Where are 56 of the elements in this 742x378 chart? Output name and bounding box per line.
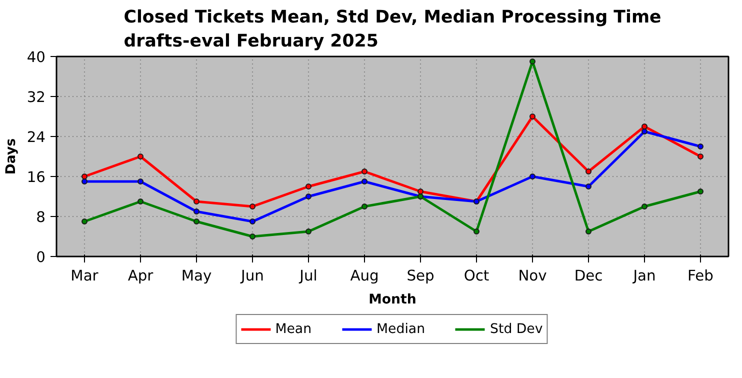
point bbox=[642, 128, 648, 134]
point bbox=[362, 204, 368, 210]
x-tick-label: Feb bbox=[688, 268, 714, 284]
y-axis-title: Days bbox=[4, 138, 19, 175]
point bbox=[530, 58, 536, 64]
point bbox=[82, 174, 88, 180]
point bbox=[362, 178, 368, 184]
y-tick-label: 16 bbox=[26, 169, 46, 186]
x-tick-label: Jul bbox=[298, 268, 318, 284]
point bbox=[586, 168, 592, 174]
legend-label: Std Dev bbox=[490, 322, 543, 336]
point bbox=[306, 184, 312, 190]
point bbox=[586, 184, 592, 190]
chart-title: Closed Tickets Mean, Std Dev, Median Processing Time drafts-eval February 2025 bbox=[124, 8, 662, 52]
x-tick-label: Jan bbox=[632, 268, 656, 284]
point bbox=[418, 188, 424, 194]
x-tick-label: Apr bbox=[128, 268, 154, 284]
x-axis-title: Month bbox=[368, 292, 416, 308]
x-tick-label: May bbox=[181, 268, 212, 284]
point bbox=[698, 144, 704, 150]
x-tick-label: Sep bbox=[406, 268, 434, 284]
point bbox=[642, 204, 648, 210]
point bbox=[250, 234, 256, 240]
point bbox=[194, 208, 200, 214]
y-tick-label: 40 bbox=[26, 49, 46, 66]
x-tick-label: Jun bbox=[240, 268, 264, 284]
y-tick-label: 0 bbox=[36, 249, 46, 266]
point bbox=[250, 218, 256, 224]
point bbox=[306, 228, 312, 234]
point bbox=[138, 178, 144, 184]
legend-label: Mean bbox=[275, 322, 312, 336]
point bbox=[698, 154, 704, 160]
point bbox=[530, 174, 536, 180]
point bbox=[138, 154, 144, 160]
point bbox=[698, 188, 704, 194]
y-tick-label: 24 bbox=[26, 129, 46, 146]
x-tick-label: Nov bbox=[518, 268, 548, 284]
point bbox=[194, 198, 200, 204]
x-tick-label: Dec bbox=[574, 268, 603, 284]
point bbox=[474, 228, 480, 234]
point bbox=[138, 198, 144, 204]
point bbox=[530, 114, 536, 120]
point bbox=[586, 228, 592, 234]
point bbox=[250, 204, 256, 210]
y-tick-label: 8 bbox=[36, 209, 46, 226]
point bbox=[306, 194, 312, 200]
point bbox=[194, 218, 200, 224]
x-tick-label: Aug bbox=[350, 268, 379, 284]
legend-label: Median bbox=[376, 322, 426, 336]
point bbox=[82, 218, 88, 224]
x-tick-label: Mar bbox=[70, 268, 100, 284]
x-tick-label: Oct bbox=[464, 268, 490, 284]
point bbox=[82, 178, 88, 184]
y-tick-label: 32 bbox=[26, 89, 46, 106]
point bbox=[642, 124, 648, 130]
point bbox=[362, 168, 368, 174]
